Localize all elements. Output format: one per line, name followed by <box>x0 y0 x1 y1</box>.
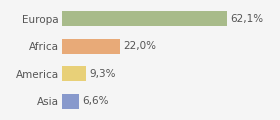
Text: 62,1%: 62,1% <box>230 14 263 24</box>
Bar <box>62 94 79 109</box>
Bar <box>62 11 227 26</box>
Bar <box>62 66 86 81</box>
Bar <box>62 39 120 54</box>
Text: 6,6%: 6,6% <box>82 96 109 106</box>
Text: 22,0%: 22,0% <box>123 41 156 51</box>
Text: 9,3%: 9,3% <box>90 69 116 79</box>
